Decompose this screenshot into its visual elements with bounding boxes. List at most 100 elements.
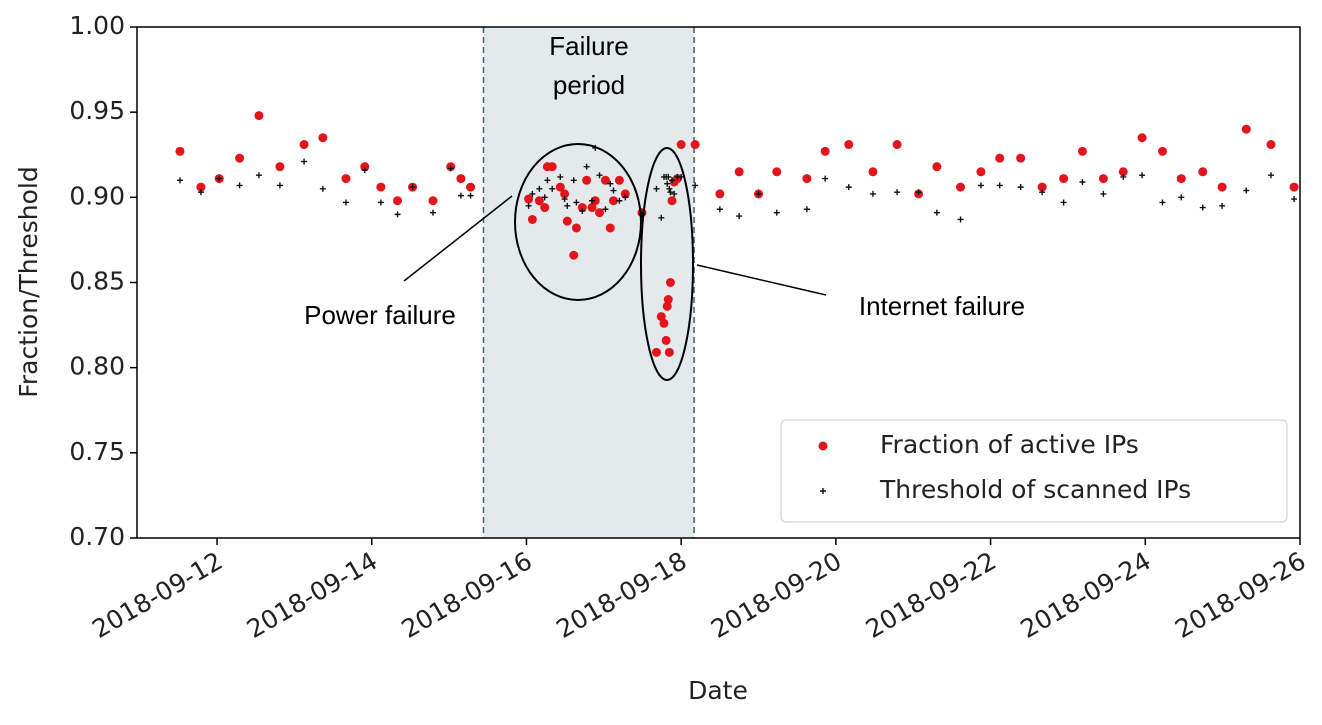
point — [1059, 174, 1069, 184]
region-label: period — [553, 70, 625, 100]
point — [665, 278, 675, 287]
point — [773, 209, 780, 216]
point — [1178, 194, 1185, 201]
point — [175, 146, 185, 156]
point — [1120, 173, 1127, 180]
point — [803, 206, 810, 213]
point — [666, 185, 673, 192]
point — [1137, 133, 1147, 143]
point — [276, 182, 283, 189]
point — [662, 301, 672, 311]
region-label: Failure — [549, 31, 628, 61]
power-failure-ellipse — [514, 143, 642, 301]
point — [588, 197, 595, 204]
y-tick-label: 1.00 — [69, 11, 125, 40]
point — [664, 180, 671, 187]
point — [610, 187, 617, 194]
point — [933, 209, 940, 216]
point — [1016, 153, 1026, 163]
power-pointer — [403, 195, 513, 282]
point — [409, 184, 416, 191]
point — [755, 190, 762, 197]
point — [1241, 124, 1251, 134]
point — [894, 189, 901, 196]
point — [1098, 174, 1108, 184]
y-tick-label: 0.80 — [69, 352, 125, 381]
point — [977, 182, 984, 189]
point — [540, 203, 550, 213]
point — [275, 162, 285, 172]
internet-failure-ellipse — [640, 147, 694, 381]
point — [664, 347, 674, 357]
y-tick-label: 0.95 — [69, 96, 125, 125]
point — [1217, 182, 1227, 192]
point — [605, 223, 615, 233]
point — [1157, 146, 1167, 156]
shade-layer — [482, 27, 695, 538]
point — [1289, 182, 1299, 192]
point — [360, 162, 370, 172]
point — [590, 196, 600, 206]
point — [377, 199, 384, 206]
point — [376, 182, 386, 192]
point — [600, 175, 610, 185]
point — [653, 185, 660, 192]
point — [1079, 179, 1086, 186]
point — [844, 140, 854, 150]
y-tick-label: 0.70 — [69, 522, 125, 551]
point — [525, 202, 532, 209]
x-tick-label: 2018-09-26 — [1170, 546, 1310, 644]
point — [602, 206, 609, 213]
point — [607, 180, 614, 187]
point — [1243, 187, 1250, 194]
point — [527, 214, 537, 224]
x-tick-label: 2018-09-14 — [242, 546, 382, 644]
x-tick-label: 2018-09-18 — [551, 546, 691, 644]
point — [301, 158, 308, 165]
point — [995, 153, 1005, 163]
point — [524, 194, 534, 204]
point — [582, 175, 592, 185]
point — [1100, 190, 1107, 197]
point — [571, 223, 581, 233]
marks-layer — [175, 111, 1299, 357]
point — [562, 216, 572, 226]
point — [667, 196, 677, 206]
point — [1060, 199, 1067, 206]
point — [1266, 140, 1276, 150]
point — [1199, 204, 1206, 211]
point — [447, 165, 454, 172]
point — [557, 173, 564, 180]
legend-label: Threshold of scanned IPs — [879, 475, 1191, 504]
point — [529, 190, 536, 197]
y-tick-label: 0.85 — [69, 267, 125, 296]
point — [595, 208, 605, 218]
point — [665, 173, 672, 180]
x-tick-label: 2018-09-20 — [706, 546, 846, 644]
legend-marker — [820, 488, 826, 494]
point — [456, 174, 466, 184]
point — [976, 167, 986, 177]
point — [255, 172, 262, 179]
point — [560, 189, 570, 199]
point — [596, 172, 603, 179]
point — [341, 174, 351, 184]
point — [196, 182, 206, 192]
point — [669, 177, 676, 184]
point — [671, 190, 678, 197]
point — [319, 185, 326, 192]
point — [736, 213, 743, 220]
point — [1118, 167, 1128, 177]
legend-marker — [818, 441, 828, 451]
point — [457, 192, 464, 199]
point — [820, 146, 830, 156]
point — [547, 162, 557, 172]
point — [616, 197, 623, 204]
point — [394, 211, 401, 218]
point — [570, 177, 577, 184]
point — [667, 189, 674, 196]
point — [428, 196, 438, 206]
point — [587, 203, 597, 213]
point — [236, 182, 243, 189]
